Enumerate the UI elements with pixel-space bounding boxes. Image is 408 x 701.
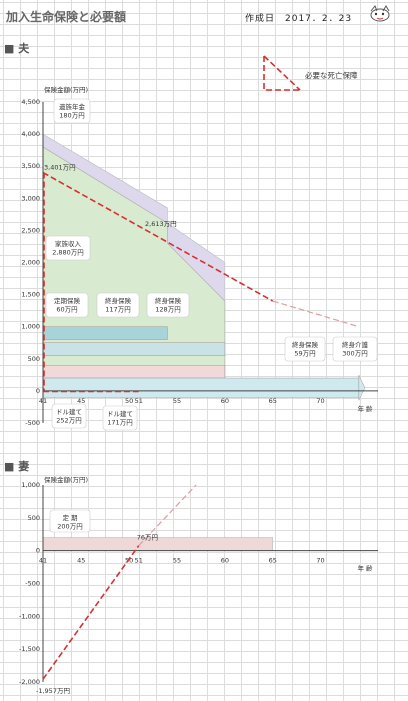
y-tick-label: 1,500 (21, 291, 40, 299)
created-date: 作成日 2017．2．23 (245, 14, 353, 24)
legend-needed-label: 必要な死亡保障 (305, 70, 358, 80)
page-title: 加入生命保険と必要額 (6, 10, 127, 24)
y-axis-title-husband: 保険金額(万円) (44, 85, 88, 94)
y-tick-label: 4,000 (21, 130, 40, 138)
y-tick-label: 3,500 (21, 162, 40, 170)
bar-care-arrow (358, 374, 366, 401)
callout-whole-life-128-box (146, 292, 190, 318)
y-tick-label: 2,500 (21, 226, 40, 234)
y-tick-label: 1,000 (21, 481, 40, 489)
callout-care-300: 終身介護 300万円 (342, 340, 369, 358)
series-wife-needed-extended (138, 484, 197, 547)
y-tick-label: -1,000 (19, 612, 40, 620)
x-tick-label: 41 (39, 397, 47, 405)
callout-wife-term-box (49, 509, 91, 533)
legend-needed-symbol (263, 56, 300, 91)
section-mark-husband: ■ 夫 (4, 41, 30, 55)
y-tick-label: 500 (28, 355, 40, 363)
mascot-icon (370, 5, 390, 22)
bar-care (42, 377, 360, 398)
y-tick-label: -2,000 (19, 678, 40, 686)
callout-dollar-252-box (51, 403, 87, 429)
x-axis-title-husband: 年 齢 (357, 404, 373, 413)
label-minus-1957: -1,957万円 (36, 687, 70, 695)
y-tick-label: 1,000 (21, 323, 40, 331)
y-tick-label: 0 (36, 547, 40, 555)
x-tick-label: 50 (125, 557, 133, 565)
x-tick-label: 55 (173, 557, 181, 565)
x-tick-label: 70 (316, 397, 324, 405)
y-tick-label: -1,500 (19, 645, 40, 653)
callout-whole-life-128: 終身保険 128万円 (155, 296, 182, 314)
x-tick-label: 51 (135, 397, 143, 405)
callout-whole-life-117-box (96, 292, 140, 318)
callout-dollar-171: ドル建て 171万円 (107, 409, 133, 427)
series-wife-needed (42, 545, 140, 680)
y-tick-label: 4,500 (21, 98, 40, 106)
callout-family-income-box (45, 235, 91, 261)
callout-whole-life-59: 終身保険 59万円 (292, 340, 319, 358)
bar-term-insurance (42, 326, 168, 340)
callout-dollar-252: ドル建て 252万円 (56, 407, 82, 425)
x-tick-label: 70 (316, 557, 324, 565)
x-tick-label: 51 (135, 557, 143, 565)
callout-whole-life-117: 終身保険 117万円 (105, 296, 132, 314)
callout-care-300-box (332, 336, 378, 362)
y-tick-label: 500 (28, 514, 40, 522)
series-needed-coverage-extended (272, 300, 360, 328)
y-tick-label: -500 (25, 419, 40, 427)
x-tick-label: 65 (269, 557, 277, 565)
x-tick-label: 60 (221, 397, 229, 405)
legend-needed-symbol-diag (263, 55, 301, 91)
x-tick-label: 60 (221, 557, 229, 565)
y-tick-label: 3,000 (21, 194, 40, 202)
callout-term-insurance-box (45, 292, 89, 318)
callout-dollar-171-box (102, 405, 138, 431)
x-tick-label: 65 (269, 397, 277, 405)
bar-dollar (42, 364, 226, 379)
callout-survivor-pension: 遺族年金 180万円 (59, 102, 86, 120)
label-2613: 2,613万円 (145, 220, 177, 228)
y-tick-label: -500 (25, 580, 40, 588)
x-tick-label: 45 (77, 397, 85, 405)
series-needed-coverage (42, 171, 274, 302)
callout-family-income: 家族収入 2,880万円 (52, 239, 84, 257)
x-tick-label: 50 (125, 397, 133, 405)
x-tick-label: 41 (39, 557, 47, 565)
x-tick-label: 55 (173, 397, 181, 405)
y-tick-label: 2,000 (21, 259, 40, 267)
y-axis-title-wife: 保険金額(万円) (44, 475, 88, 484)
callout-wife-term: 定 期 200万円 (57, 513, 82, 531)
x-tick-label: 45 (77, 557, 85, 565)
bar-whole-life (42, 342, 226, 356)
x-axis-title-wife: 年 齢 (357, 564, 373, 573)
callout-survivor-pension-box (53, 98, 91, 124)
callout-term-insurance: 定期保険 60万円 (54, 296, 81, 314)
callout-whole-life-59-box (284, 336, 326, 362)
label-76: 76万円 (137, 534, 158, 542)
section-mark-wife: ■ 妻 (4, 459, 29, 473)
label-3401: 3,401万円 (44, 164, 76, 172)
y-tick-label: 0 (36, 387, 40, 395)
